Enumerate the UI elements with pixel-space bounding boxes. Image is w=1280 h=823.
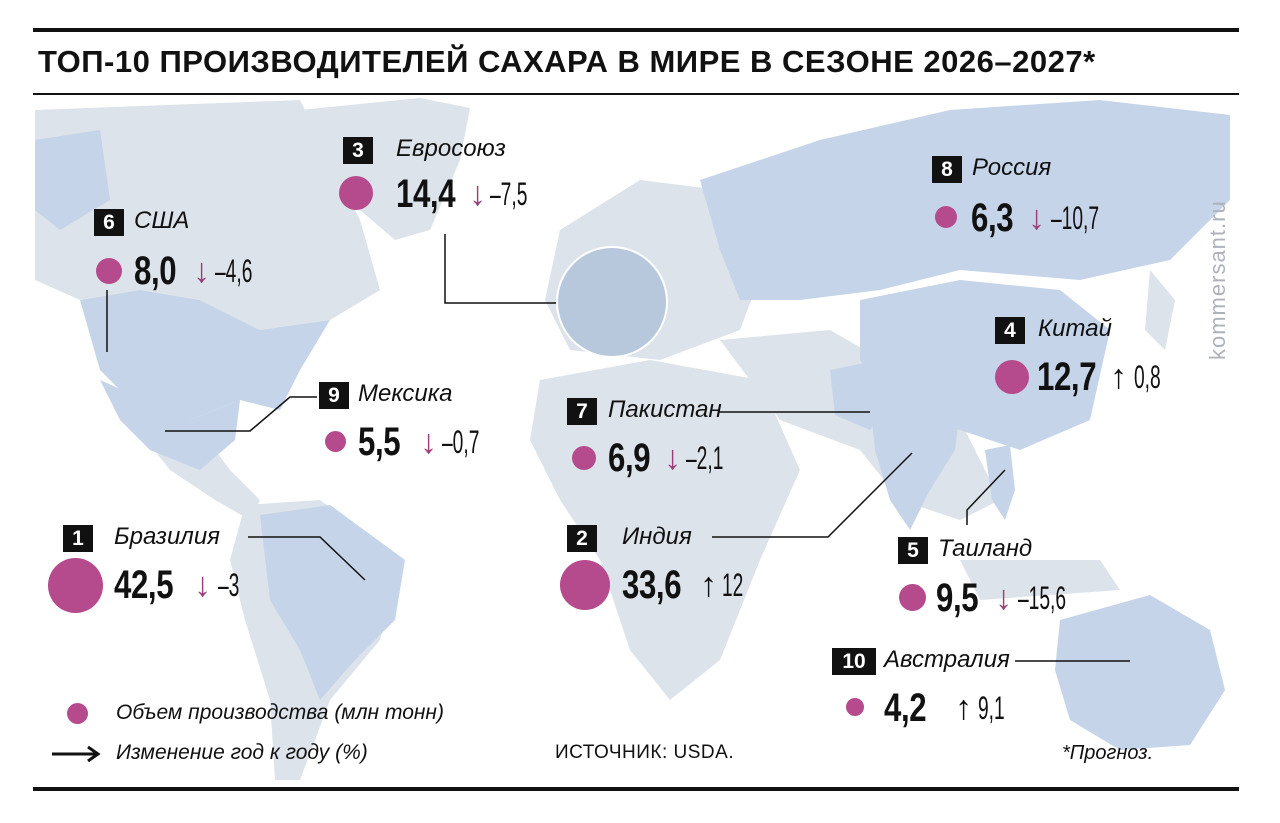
india-shape <box>870 400 960 530</box>
source-note: ИСТОЧНИК: USDA. <box>555 742 735 763</box>
marker-brazil <box>48 558 103 613</box>
arrow-down-icon: ↓ <box>469 175 486 213</box>
legend-change: Изменение год к году (%) <box>116 741 368 764</box>
change-brazil: –3 <box>218 567 240 603</box>
leader-line-india <box>712 452 913 538</box>
marker-china <box>995 360 1029 394</box>
arrow-up-icon: ↑ <box>955 689 972 727</box>
arrow-down-icon: ↓ <box>995 579 1012 617</box>
rank-badge-7: 7 <box>567 398 597 425</box>
watermark: kommersant.ru <box>1205 200 1230 360</box>
legend-arrow-icon <box>52 745 101 763</box>
value-russia: 6,3 <box>971 196 1014 240</box>
change-usa: –4,6 <box>215 253 253 289</box>
value-australia: 4,2 <box>884 686 927 730</box>
change-mexico: –0,7 <box>442 424 480 460</box>
change-pakistan: –2,1 <box>686 440 724 476</box>
value-india: 33,6 <box>622 563 682 607</box>
arrow-down-icon: ↓ <box>664 439 681 477</box>
russia-shape <box>700 100 1230 300</box>
leader-line-brazil <box>248 536 366 581</box>
country-name-russia: Россия <box>972 154 1052 181</box>
value-brazil: 42,5 <box>114 563 174 607</box>
arrow-down-icon: ↓ <box>194 566 211 604</box>
country-name-mexico: Мексика <box>358 380 453 407</box>
marker-eu <box>339 176 373 210</box>
value-mexico: 5,5 <box>358 420 401 464</box>
change-russia: –10,7 <box>1051 200 1100 236</box>
greenland-shape <box>300 98 470 240</box>
top-rule <box>33 28 1239 32</box>
eu-highlight-circle <box>556 246 668 358</box>
marker-india <box>560 560 610 610</box>
brazil-shape <box>260 505 405 700</box>
change-thailand: –15,6 <box>1018 580 1067 616</box>
country-name-usa: США <box>134 207 190 234</box>
change-australia: 9,1 <box>978 690 1005 726</box>
value-eu: 14,4 <box>396 172 456 216</box>
leader-line-thailand <box>966 469 1006 525</box>
change-eu: –7,5 <box>490 176 528 212</box>
rank-badge-2: 2 <box>567 525 597 552</box>
marker-russia <box>935 206 957 228</box>
forecast-footnote: *Прогноз. <box>1062 742 1154 764</box>
rank-badge-9: 9 <box>319 382 349 409</box>
country-name-australia: Австралия <box>884 646 1010 673</box>
marker-australia <box>846 698 864 716</box>
legend-volume: Объем производства (млн тонн) <box>116 701 444 724</box>
rank-badge-1: 1 <box>63 525 93 552</box>
rank-badge-8: 8 <box>932 156 962 183</box>
arrow-down-icon: ↓ <box>1028 199 1045 237</box>
africa-shape <box>530 360 800 700</box>
thailand-shape <box>985 445 1015 520</box>
arrow-down-icon: ↓ <box>420 423 437 461</box>
change-india: 12 <box>722 567 744 603</box>
country-name-pakistan: Пакистан <box>608 396 722 423</box>
country-name-eu: Евросоюз <box>396 135 506 162</box>
rank-badge-3: 3 <box>343 137 373 164</box>
leader-line-mexico <box>165 396 317 432</box>
value-thailand: 9,5 <box>936 576 979 620</box>
rank-badge-6: 6 <box>94 209 124 236</box>
marker-usa <box>96 258 122 284</box>
mexico-shape <box>100 380 240 470</box>
country-name-india: Индия <box>622 523 692 550</box>
marker-thailand <box>899 584 926 611</box>
arrow-up-icon: ↑ <box>700 566 717 604</box>
indonesia-shape <box>960 560 1120 600</box>
country-name-brazil: Бразилия <box>114 523 220 550</box>
usa-shape <box>80 290 330 420</box>
value-china: 12,7 <box>1037 355 1097 399</box>
rank-badge-5: 5 <box>898 537 928 564</box>
change-china: 0,8 <box>1134 359 1161 395</box>
arrow-down-icon: ↓ <box>193 252 210 290</box>
marker-mexico <box>325 431 346 452</box>
australia-shape <box>1055 595 1225 750</box>
arrow-up-icon: ↑ <box>1110 358 1127 396</box>
country-name-china: Китай <box>1038 315 1112 342</box>
marker-pakistan <box>572 446 596 470</box>
legend-marker <box>67 703 88 724</box>
value-usa: 8,0 <box>134 249 177 293</box>
leader-line-eu <box>444 234 556 304</box>
title-underline <box>33 93 1239 95</box>
rank-badge-4: 4 <box>995 317 1025 344</box>
japan-shape <box>1145 270 1175 350</box>
bottom-rule <box>33 787 1239 791</box>
rank-badge-10: 10 <box>832 648 876 675</box>
page-title: ТОП-10 ПРОИЗВОДИТЕЛЕЙ САХАРА В МИРЕ В СЕ… <box>38 44 1096 79</box>
alaska-shape <box>35 130 110 230</box>
country-name-thailand: Таиланд <box>938 535 1033 562</box>
value-pakistan: 6,9 <box>608 436 651 480</box>
